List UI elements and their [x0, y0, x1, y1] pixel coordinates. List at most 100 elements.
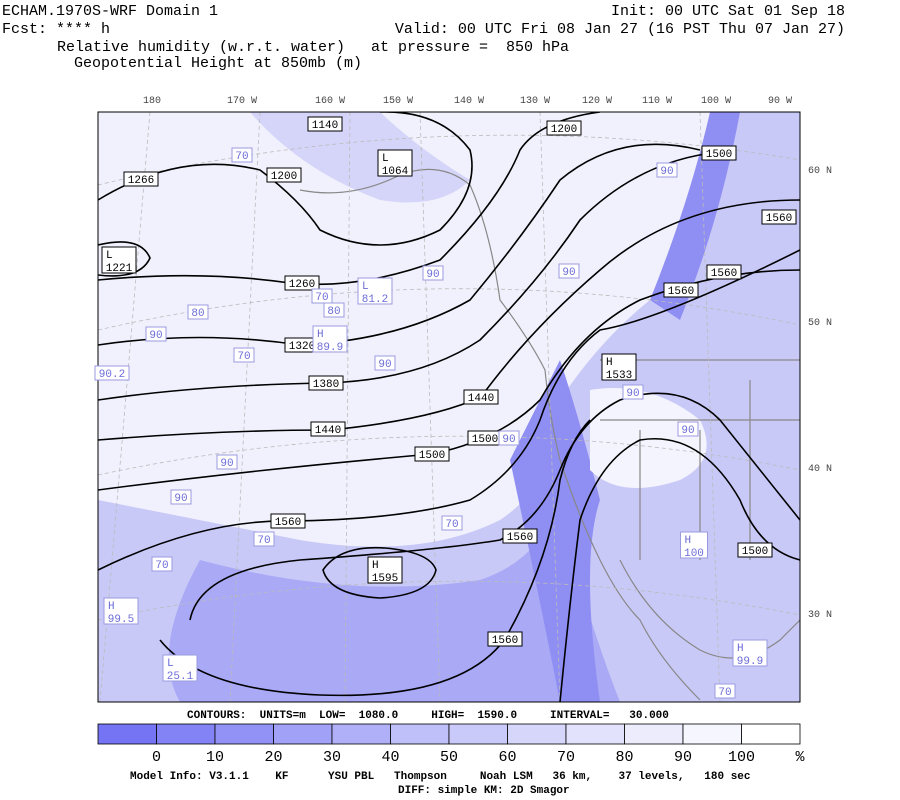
colorbar-swatch [156, 723, 216, 745]
colorbar-swatch [97, 723, 157, 745]
humidity-label-center: H [317, 329, 324, 341]
height-label: 1500 [419, 450, 445, 462]
height-label-box [414, 446, 450, 462]
height-label-box [266, 167, 302, 183]
field-name: Relative humidity (w.r.t. water) [57, 39, 345, 56]
humidity-label: 99.9 [737, 656, 763, 668]
longitude-label: 150 W [383, 96, 413, 107]
longitude-label: 160 W [315, 96, 345, 107]
height-label-box [546, 120, 582, 136]
height-label: 1560 [766, 213, 792, 225]
humidity-label-box [151, 556, 173, 572]
colorbar-unit: % [795, 749, 805, 766]
diff-info: DIFF: simple KM: 2D Smagor [398, 785, 570, 797]
height-label: 1440 [468, 393, 494, 405]
humidity-label-box [231, 147, 253, 163]
latitude-label: 60 N [808, 166, 832, 177]
humidity-label-box [714, 683, 736, 699]
height-label: 1500 [706, 149, 732, 161]
humidity-label: 70 [315, 292, 328, 304]
longitude-label: 90 W [768, 96, 792, 107]
humidity-label-box [311, 288, 333, 304]
humidity-label-box [103, 597, 139, 625]
model-info: Model Info: V3.1.1 KF YSU PBL Thompson N… [130, 771, 751, 783]
humidity-label: 80 [327, 306, 340, 318]
humidity-label: 99.5 [108, 614, 134, 626]
height-label-center: L [382, 153, 389, 165]
height-label-box [706, 264, 742, 280]
height-label-center: L [106, 250, 113, 262]
humidity-label-box [170, 489, 192, 505]
humidity-label-box [312, 325, 348, 353]
height-label: 1064 [382, 166, 409, 178]
humidity-label-box [216, 454, 238, 470]
humidity-label-center: H [737, 643, 744, 655]
humidity-label: 90 [660, 166, 673, 178]
height-label: 1200 [271, 171, 297, 183]
valid-time: Valid: 00 UTC Fri 08 Jan 27 (16 PST Thu … [395, 21, 845, 38]
humidity-label: 90 [149, 330, 162, 342]
humidity-label: 90 [174, 493, 187, 505]
humidity-label-box [233, 347, 255, 363]
humidity-label-box [441, 515, 463, 531]
humidity-label: 90 [681, 425, 694, 437]
humidity-label: 90.2 [99, 369, 125, 381]
humidity-label-box [622, 384, 644, 400]
colorbar-swatch [565, 723, 625, 745]
height-label: 1440 [315, 425, 341, 437]
map-area [98, 112, 800, 702]
height-label: 1560 [275, 517, 301, 529]
height-label: 1560 [711, 268, 737, 280]
humidity-label: 90 [626, 388, 639, 400]
humidity-label: 70 [237, 351, 250, 363]
height-label: 1500 [742, 546, 768, 558]
height-label: 1595 [372, 573, 398, 585]
colorbar-swatch [448, 723, 508, 745]
humidity-label: 70 [445, 519, 458, 531]
colorbar-swatch [741, 723, 801, 745]
colorbar-swatch [682, 723, 742, 745]
height-label: 1320 [289, 341, 315, 353]
height-label-box [270, 513, 306, 529]
humidity-label: 90 [426, 269, 439, 281]
longitude-label: 140 W [454, 96, 484, 107]
height-label-center: H [372, 560, 379, 572]
longitude-label: 130 W [520, 96, 550, 107]
graticule [98, 112, 800, 702]
colorbar-tick-label: 40 [381, 749, 399, 766]
coastlines [299, 168, 800, 701]
pressure-level: at pressure = 850 hPa [371, 39, 569, 56]
height-label-box [377, 149, 413, 177]
humidity-label: 90 [220, 458, 233, 470]
height-label-box [123, 171, 159, 187]
height-label: 1560 [668, 286, 694, 298]
humidity-label-center: H [108, 601, 115, 613]
height-label-box [761, 209, 797, 225]
title: ECHAM.1970S-WRF Domain 1 [2, 3, 218, 20]
contour-field-name: Geopotential Height at 850mb (m) [74, 55, 362, 72]
height-label: 1140 [312, 120, 338, 132]
humidity-label-center: H [685, 535, 692, 547]
longitude-label: 120 W [582, 96, 612, 107]
colorbar-swatch [390, 723, 450, 745]
humidity-label-center: L [362, 281, 369, 293]
humidity-label-box [680, 531, 708, 559]
height-label-box [284, 275, 320, 291]
height-label: 1560 [492, 635, 518, 647]
humidity-shading [168, 500, 620, 702]
height-contours [98, 112, 800, 702]
humidity-label-box [253, 531, 275, 547]
humidity-label: 70 [257, 535, 270, 547]
colorbar-tick-label: 100 [728, 749, 755, 766]
height-label-box [310, 421, 346, 437]
humidity-label-box [162, 654, 198, 682]
humidity-label: 70 [235, 151, 248, 163]
colorbar-tick-label: 10 [206, 749, 224, 766]
colorbar-swatch [507, 723, 567, 745]
colorbar-tick-label: 80 [615, 749, 633, 766]
colorbar-tick-label: 20 [264, 749, 282, 766]
height-label: 1221 [106, 263, 133, 275]
height-label: 1200 [551, 124, 577, 136]
